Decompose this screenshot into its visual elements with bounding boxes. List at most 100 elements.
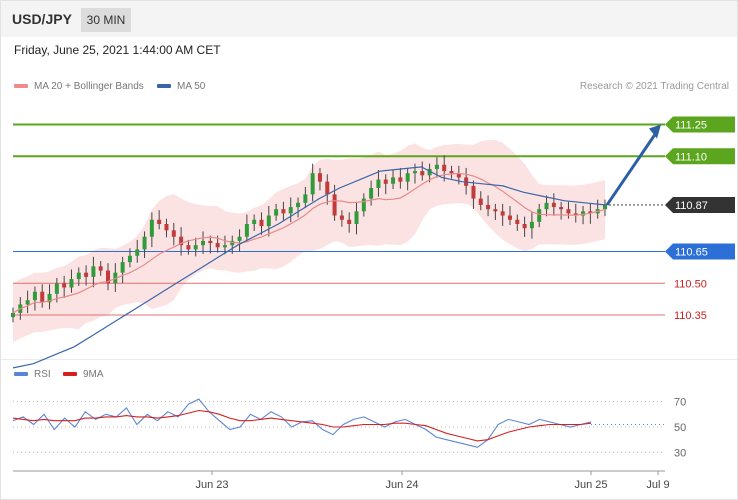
candle-body xyxy=(427,168,432,176)
candle-body xyxy=(449,171,454,174)
candle-body xyxy=(274,209,279,216)
level-label-111.25: 111.25 xyxy=(675,120,707,132)
candle-body xyxy=(62,283,67,288)
candle xyxy=(551,193,556,216)
level-label-111.10: 111.10 xyxy=(675,151,707,163)
candle-body xyxy=(573,213,578,216)
candle xyxy=(581,206,586,225)
candle xyxy=(127,248,132,268)
forecast-arrow-shaft xyxy=(605,130,659,206)
candle xyxy=(11,307,15,323)
candle xyxy=(537,203,542,228)
candle-body xyxy=(208,240,213,244)
rsi-9ma-line xyxy=(12,409,592,442)
level-label-110.50: 110.50 xyxy=(674,278,707,290)
datetime-label: Friday, June 25, 2021 1:44:00 AM CET xyxy=(14,43,221,57)
candle xyxy=(493,203,498,220)
candle-body xyxy=(369,188,374,199)
candle xyxy=(303,186,308,209)
candle-body xyxy=(412,171,417,174)
candle xyxy=(208,235,213,254)
candle-body xyxy=(303,194,308,203)
candle xyxy=(559,201,564,220)
ma9-swatch xyxy=(63,372,77,377)
candle-body xyxy=(566,209,571,214)
candle-body xyxy=(281,209,286,214)
candle xyxy=(62,275,67,298)
candle-body xyxy=(588,211,593,214)
candle xyxy=(544,195,549,217)
candle-body xyxy=(317,173,322,182)
top-bar: USD/JPY 30 MIN xyxy=(1,1,737,37)
legend-ma50: MA 50 xyxy=(157,81,205,92)
candle-body xyxy=(405,173,410,182)
level-label-110.65: 110.65 xyxy=(675,247,708,259)
candle-body xyxy=(193,245,198,250)
ma20-line xyxy=(12,172,606,314)
ma50-swatch xyxy=(157,84,171,89)
candle xyxy=(288,197,293,223)
candle-body xyxy=(171,230,176,237)
candle xyxy=(566,201,571,219)
candle xyxy=(325,174,330,205)
candle-body xyxy=(551,202,556,208)
candle xyxy=(376,170,381,197)
candle-body xyxy=(420,171,425,176)
candle-body xyxy=(522,224,527,229)
candle xyxy=(515,214,520,231)
candle xyxy=(157,210,162,230)
candle-body xyxy=(47,293,52,303)
candle xyxy=(391,170,396,190)
candle xyxy=(500,203,505,226)
candle xyxy=(230,235,235,254)
candle xyxy=(186,239,191,255)
candle xyxy=(25,290,30,314)
candle xyxy=(106,263,111,291)
candle-body xyxy=(142,236,147,250)
candle-body xyxy=(222,245,227,248)
candle xyxy=(222,235,227,255)
bollinger-band xyxy=(13,139,605,343)
candle xyxy=(405,167,410,191)
candle-body xyxy=(135,249,140,256)
candle-body xyxy=(544,202,549,210)
candle-body xyxy=(296,202,301,208)
candle-body xyxy=(25,300,30,305)
candle xyxy=(69,269,74,293)
candle xyxy=(296,197,301,218)
level-tag-110.65 xyxy=(665,243,735,260)
time-label: Jun 24 xyxy=(385,479,418,491)
candle-body xyxy=(40,291,45,303)
candle xyxy=(142,231,147,259)
candle-body xyxy=(54,283,59,294)
candle-body xyxy=(164,224,169,231)
candle-body xyxy=(106,270,111,284)
candle-body xyxy=(186,245,191,250)
candle-body xyxy=(383,179,388,184)
candle-body xyxy=(559,207,564,210)
candle-body xyxy=(179,236,184,246)
candle xyxy=(522,216,527,237)
candle-body xyxy=(442,164,447,172)
candle xyxy=(47,284,52,310)
time-label: Jul 9 xyxy=(646,479,669,491)
candle-body xyxy=(120,262,125,273)
candle xyxy=(420,161,425,181)
candle-body xyxy=(537,209,542,222)
candle xyxy=(281,201,286,221)
pane-separator xyxy=(1,359,737,360)
candle xyxy=(449,165,454,179)
candle-body xyxy=(398,177,403,182)
candle-body xyxy=(76,272,81,280)
candle xyxy=(91,256,96,288)
forecast-arrow-head xyxy=(649,124,661,139)
time-label: Jun 23 xyxy=(195,479,228,491)
candle xyxy=(201,231,206,254)
candle xyxy=(40,284,45,308)
rsi-tick-label: 70 xyxy=(674,397,686,409)
timeframe-button[interactable]: 30 MIN xyxy=(81,8,131,32)
candle-body xyxy=(266,215,271,227)
rsi-label: RSI xyxy=(34,369,51,380)
candle-body xyxy=(32,291,37,301)
candle-body xyxy=(237,236,242,241)
